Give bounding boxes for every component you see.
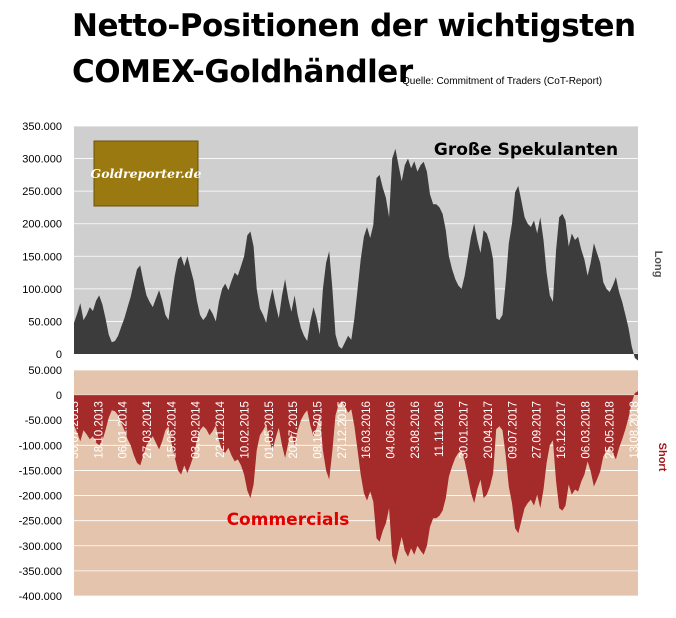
top-y-axis: 350.000 300.000 250.000 200.000 150.000 100.0… xyxy=(22,121,62,361)
y-tick-label: -250.000 xyxy=(19,516,62,528)
x-tick-label: 10.02.2015 xyxy=(239,401,251,459)
x-tick-label: 27.03.2014 xyxy=(142,400,154,458)
y-tick-label: 350.000 xyxy=(22,121,62,133)
x-tick-label: 16.03.2016 xyxy=(361,401,373,459)
y-tick-label: -150.000 xyxy=(19,465,62,477)
y-tick-label: 300.000 xyxy=(22,154,62,166)
y-tick-label: 200.000 xyxy=(22,219,62,231)
bottom-y-axis: 50.000 0 -50.000 -100.000 -150.000 -200.000 -2… xyxy=(19,365,62,603)
x-tick-label: 03.09.2014 xyxy=(191,400,203,458)
x-tick-label: 13.08.2018 xyxy=(629,401,641,459)
x-tick-label: 20.07.2015 xyxy=(288,401,300,459)
x-tick-label: 27.12.2015 xyxy=(337,401,349,459)
chart-title-line1: Netto-Positionen der wichtigsten xyxy=(72,8,636,44)
logo: Goldreporter.de xyxy=(91,140,202,207)
short-side-label: Short xyxy=(656,443,668,472)
x-tick-label: 20.04.2017 xyxy=(483,401,495,459)
y-tick-label: 0 xyxy=(56,390,62,402)
x-tick-label: 15.06.2014 xyxy=(166,401,178,459)
x-tick-label: 01.05.2015 xyxy=(264,401,276,459)
bottom-series-area xyxy=(74,391,638,565)
top-panel-title: Große Spekulanten xyxy=(434,140,618,160)
y-tick-label: -200.000 xyxy=(19,491,62,503)
chart-title-line2: COMEX-Goldhändler xyxy=(72,54,413,90)
x-tick-label: 16.12.2017 xyxy=(556,401,568,459)
long-side-label: Long xyxy=(652,251,664,278)
x-tick-label: 09.07.2017 xyxy=(507,401,519,459)
y-tick-label: 100.000 xyxy=(22,284,62,296)
x-tick-label: 27.09.2017 xyxy=(532,401,544,459)
x-tick-label: 22.11.2014 xyxy=(215,401,227,458)
x-tick-label: 30.07.2013 xyxy=(69,401,81,459)
y-tick-label: 250.000 xyxy=(22,186,62,198)
y-tick-label: -100.000 xyxy=(19,440,62,452)
x-tick-label: 23.08.2016 xyxy=(410,401,422,459)
y-tick-label: 0 xyxy=(56,349,62,361)
top-series-area xyxy=(74,148,638,361)
x-tick-label: 08.10.2015 xyxy=(313,401,325,459)
x-tick-label: 25.05.2018 xyxy=(605,401,617,459)
x-tick-label: 06.03.2018 xyxy=(580,401,592,459)
y-tick-label: -350.000 xyxy=(19,566,62,578)
x-tick-label: 04.06.2016 xyxy=(386,401,398,459)
y-tick-label: -400.000 xyxy=(19,591,62,603)
y-tick-label: -300.000 xyxy=(19,541,62,553)
x-tick-label: 18.10.2013 xyxy=(93,401,105,459)
y-tick-label: 150.000 xyxy=(22,251,62,263)
y-tick-label: 50.000 xyxy=(28,316,62,328)
y-tick-label: 50.000 xyxy=(28,365,62,377)
bottom-panel-title: Commercials xyxy=(227,510,350,530)
y-tick-label: -50.000 xyxy=(25,415,62,427)
x-tick-label: 30.01.2017 xyxy=(459,401,471,459)
x-tick-label: 11.11.2016 xyxy=(434,401,446,457)
source-note: Quelle: Commitment of Traders (CoT-Repor… xyxy=(402,76,603,87)
x-tick-label: 06.01.2014 xyxy=(118,401,130,459)
x-axis: 30.07.2013 18.10.2013 06.01.2014 27.03.2014… xyxy=(69,400,641,458)
logo-text: Goldreporter.de xyxy=(91,166,202,181)
